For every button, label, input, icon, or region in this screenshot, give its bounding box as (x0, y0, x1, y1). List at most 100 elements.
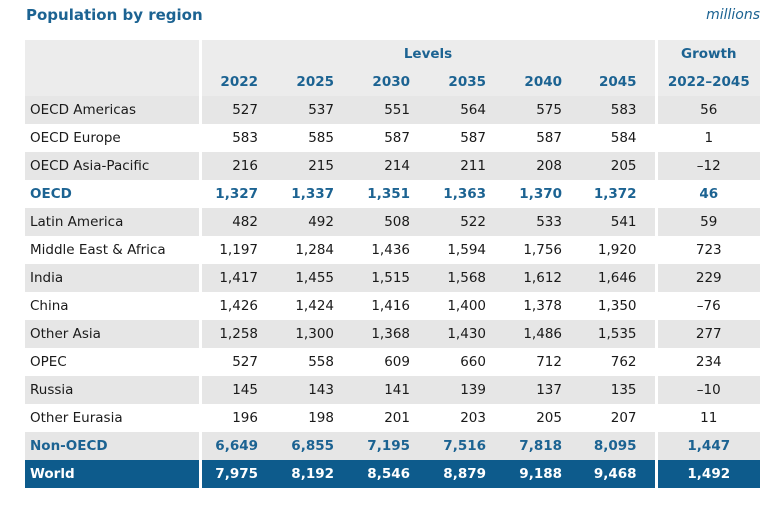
value-cell: 1,436 (352, 236, 428, 264)
value-cell: 7,516 (428, 432, 504, 460)
value-cell: 1,372 (580, 180, 657, 208)
value-cell: 1,430 (428, 320, 504, 348)
value-cell: 203 (428, 404, 504, 432)
year-header: 2040 (504, 68, 580, 96)
header-blank-cell (25, 68, 200, 96)
growth-cell: 723 (654, 236, 761, 264)
value-cell: 527 (198, 96, 276, 124)
table-row: India 1,417 1,455 1,515 1,568 1,612 1,646 229 (25, 264, 761, 292)
growth-cell: 56 (654, 96, 761, 124)
value-cell: 1,400 (428, 292, 504, 320)
value-cell: 1,351 (352, 180, 428, 208)
header-row-groups: Levels Growth (25, 40, 761, 68)
value-cell: 8,095 (580, 432, 657, 460)
value-cell: 135 (580, 376, 657, 404)
value-cell: 198 (276, 404, 352, 432)
value-cell: 1,258 (198, 320, 276, 348)
value-cell: 205 (504, 404, 580, 432)
value-cell: 139 (428, 376, 504, 404)
row-label: Russia (25, 376, 200, 404)
value-cell: 141 (352, 376, 428, 404)
page-title: Population by region (26, 6, 203, 24)
value-cell: 541 (580, 208, 657, 236)
value-cell: 145 (198, 376, 276, 404)
growth-cell: 1 (654, 124, 761, 152)
table-row: OECD Americas 527 537 551 564 575 583 56 (25, 96, 761, 124)
header-row-years: 2022 2025 2030 2035 2040 2045 2022–2045 (25, 68, 761, 96)
value-cell: 508 (352, 208, 428, 236)
value-cell: 1,515 (352, 264, 428, 292)
value-cell: 1,486 (504, 320, 580, 348)
table-row: Non-OECD 6,649 6,855 7,195 7,516 7,818 8,095 1,… (25, 432, 761, 460)
growth-cell: –76 (654, 292, 761, 320)
table-row: Russia 145 143 141 139 137 135 –10 (25, 376, 761, 404)
growth-cell: 234 (654, 348, 761, 376)
value-cell: 1,594 (428, 236, 504, 264)
growth-cell: 1,492 (654, 460, 761, 488)
value-cell: 1,350 (580, 292, 657, 320)
value-cell: 7,195 (352, 432, 428, 460)
value-cell: 762 (580, 348, 657, 376)
value-cell: 7,975 (198, 460, 276, 488)
row-label: Other Asia (25, 320, 200, 348)
value-cell: 1,455 (276, 264, 352, 292)
year-header: 2035 (428, 68, 504, 96)
value-cell: 201 (352, 404, 428, 432)
value-cell: 575 (504, 96, 580, 124)
year-header: 2030 (352, 68, 428, 96)
value-cell: 584 (580, 124, 657, 152)
value-cell: 660 (428, 348, 504, 376)
growth-header: Growth (654, 40, 761, 68)
row-label: OECD Asia-Pacific (25, 152, 200, 180)
value-cell: 137 (504, 376, 580, 404)
value-cell: 551 (352, 96, 428, 124)
table-row: China 1,426 1,424 1,416 1,400 1,378 1,350 –76 (25, 292, 761, 320)
value-cell: 6,855 (276, 432, 352, 460)
growth-cell: 59 (654, 208, 761, 236)
value-cell: 207 (580, 404, 657, 432)
value-cell: 1,920 (580, 236, 657, 264)
value-cell: 583 (580, 96, 657, 124)
table-row: Middle East & Africa 1,197 1,284 1,436 1,594… (25, 236, 761, 264)
row-label: OECD (25, 180, 200, 208)
value-cell: 587 (352, 124, 428, 152)
value-cell: 6,649 (198, 432, 276, 460)
value-cell: 1,424 (276, 292, 352, 320)
row-label: India (25, 264, 200, 292)
value-cell: 1,568 (428, 264, 504, 292)
value-cell: 214 (352, 152, 428, 180)
value-cell: 1,363 (428, 180, 504, 208)
value-cell: 1,370 (504, 180, 580, 208)
growth-cell: 1,447 (654, 432, 761, 460)
value-cell: 196 (198, 404, 276, 432)
value-cell: 1,327 (198, 180, 276, 208)
table-row: OECD 1,327 1,337 1,351 1,363 1,370 1,372 46 (25, 180, 761, 208)
table-row: OECD Asia-Pacific 216 215 214 211 208 205 –12 (25, 152, 761, 180)
value-cell: 1,284 (276, 236, 352, 264)
value-cell: 527 (198, 348, 276, 376)
value-cell: 587 (504, 124, 580, 152)
value-cell: 1,378 (504, 292, 580, 320)
table-row: OPEC 527 558 609 660 712 762 234 (25, 348, 761, 376)
growth-cell: –12 (654, 152, 761, 180)
units-label: millions (706, 7, 760, 23)
value-cell: 8,192 (276, 460, 352, 488)
value-cell: 587 (428, 124, 504, 152)
value-cell: 1,535 (580, 320, 657, 348)
value-cell: 1,337 (276, 180, 352, 208)
value-cell: 492 (276, 208, 352, 236)
row-label: China (25, 292, 200, 320)
table-row: Latin America 482 492 508 522 533 541 59 (25, 208, 761, 236)
row-label: OPEC (25, 348, 200, 376)
value-cell: 585 (276, 124, 352, 152)
row-label: Non-OECD (25, 432, 200, 460)
value-cell: 583 (198, 124, 276, 152)
value-cell: 143 (276, 376, 352, 404)
value-cell: 1,300 (276, 320, 352, 348)
value-cell: 9,188 (504, 460, 580, 488)
value-cell: 208 (504, 152, 580, 180)
value-cell: 533 (504, 208, 580, 236)
levels-header: Levels (198, 40, 657, 68)
value-cell: 1,426 (198, 292, 276, 320)
